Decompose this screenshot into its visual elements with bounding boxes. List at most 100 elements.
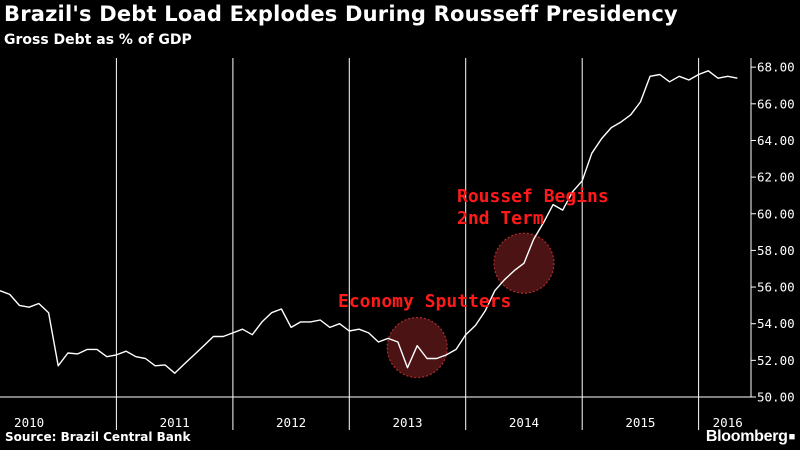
y-tick-label: 52.00: [757, 353, 795, 368]
data-point: [436, 358, 437, 359]
data-point: [659, 74, 660, 75]
y-tick-label: 56.00: [757, 280, 795, 295]
y-tick-label: 66.00: [757, 96, 795, 111]
data-point: [9, 294, 10, 295]
data-point: [417, 345, 418, 346]
data-point: [19, 305, 20, 306]
data-point: [717, 78, 718, 79]
series-group: [0, 70, 738, 374]
y-tick-label: 62.00: [757, 170, 795, 185]
data-point: [591, 153, 592, 154]
chart-title: Brazil's Debt Load Explodes During Rouss…: [4, 2, 678, 26]
y-tick-label-group: 50.00 52.00 54.00 56.00 58.00 60.00 62.00 64.00…: [751, 60, 795, 405]
x-tick-label: 2015: [625, 415, 655, 430]
brand-mark-icon: ■: [788, 431, 796, 443]
data-point: [504, 279, 505, 280]
data-point: [737, 78, 738, 79]
data-point: [174, 373, 175, 374]
brand-wordmark: Bloomberg: [705, 428, 788, 445]
data-point: [407, 367, 408, 368]
data-point: [582, 180, 583, 181]
data-point: [708, 70, 709, 71]
data-point: [320, 319, 321, 320]
data-point: [378, 341, 379, 342]
source-note: Source: Brazil Central Bank: [5, 430, 191, 444]
data-point: [669, 81, 670, 82]
x-tick-label: 2016: [713, 415, 743, 430]
data-point: [242, 329, 243, 330]
annotation-economy-sputters: Economy Sputters: [338, 291, 511, 312]
data-point: [38, 303, 39, 304]
data-point: [514, 270, 515, 271]
year-divider-group: [115, 58, 700, 430]
data-point: [679, 76, 680, 77]
data-point: [620, 122, 621, 123]
data-point: [426, 358, 427, 359]
data-point: [465, 334, 466, 335]
data-point: [523, 263, 524, 264]
x-tick-label: 2010: [14, 415, 44, 430]
data-point: [155, 365, 156, 366]
data-point: [67, 352, 68, 353]
y-tick-label: 50.00: [757, 390, 795, 405]
data-point: [533, 239, 534, 240]
data-point: [261, 321, 262, 322]
data-point: [116, 354, 117, 355]
data-point: [281, 308, 282, 309]
data-point: [145, 358, 146, 359]
annotation-second-term: 2nd Term: [457, 208, 544, 229]
data-point: [164, 364, 165, 365]
data-point: [630, 114, 631, 115]
y-tick-label: 64.00: [757, 133, 795, 148]
highlight-circle-0: [386, 316, 448, 379]
data-point: [58, 365, 59, 366]
data-point: [562, 210, 563, 211]
data-point: [688, 79, 689, 80]
x-tick-label: 2014: [509, 415, 539, 430]
data-point: [194, 354, 195, 355]
x-tick-label: 2012: [276, 415, 306, 430]
data-point: [650, 76, 651, 77]
y-tick-label: 60.00: [757, 206, 795, 221]
y-tick-label: 68.00: [757, 60, 795, 75]
data-point: [252, 334, 253, 335]
data-point: [349, 330, 350, 331]
data-point: [300, 321, 301, 322]
x-tick-label-group: 2010 2011 2012 2013 2014 2015 2016: [14, 415, 743, 430]
data-point-group: [0, 70, 738, 374]
annotation-rousseff-begins: Roussef Begins: [457, 186, 609, 207]
data-point: [291, 327, 292, 328]
data-point: [48, 312, 49, 313]
axis-group: [0, 58, 752, 398]
data-point: [456, 349, 457, 350]
data-point: [698, 74, 699, 75]
data-point: [601, 138, 602, 139]
data-point: [475, 325, 476, 326]
chart-subtitle: Gross Debt as % of GDP: [4, 32, 192, 48]
data-point: [640, 101, 641, 102]
data-point: [368, 332, 369, 333]
data-point: [96, 349, 97, 350]
y-tick-label: 54.00: [757, 316, 795, 331]
data-point: [727, 76, 728, 77]
data-point: [126, 351, 127, 352]
data-point: [77, 353, 78, 354]
x-tick-label: 2011: [160, 415, 190, 430]
data-point: [329, 327, 330, 328]
data-point: [203, 345, 204, 346]
brand-logo: Bloomberg■: [706, 428, 795, 446]
data-point: [271, 312, 272, 313]
data-point: [213, 336, 214, 337]
data-point: [232, 332, 233, 333]
data-point: [106, 356, 107, 357]
data-point: [310, 321, 311, 322]
x-tick-label: 2013: [392, 415, 422, 430]
data-point: [184, 363, 185, 364]
data-point: [358, 329, 359, 330]
data-point: [87, 349, 88, 350]
data-point: [611, 127, 612, 128]
data-point: [388, 338, 389, 339]
series-line-0: [0, 70, 738, 374]
